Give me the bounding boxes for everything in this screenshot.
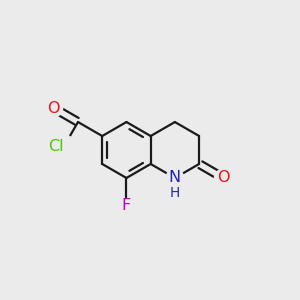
Text: N: N [169, 170, 181, 185]
Circle shape [53, 135, 75, 158]
Circle shape [214, 169, 232, 187]
Text: O: O [47, 100, 60, 116]
Text: H: H [170, 186, 180, 200]
Circle shape [119, 199, 134, 213]
Text: O: O [217, 170, 230, 185]
Circle shape [45, 99, 63, 117]
Text: Cl: Cl [48, 139, 64, 154]
Text: F: F [122, 198, 131, 213]
Circle shape [166, 169, 184, 187]
